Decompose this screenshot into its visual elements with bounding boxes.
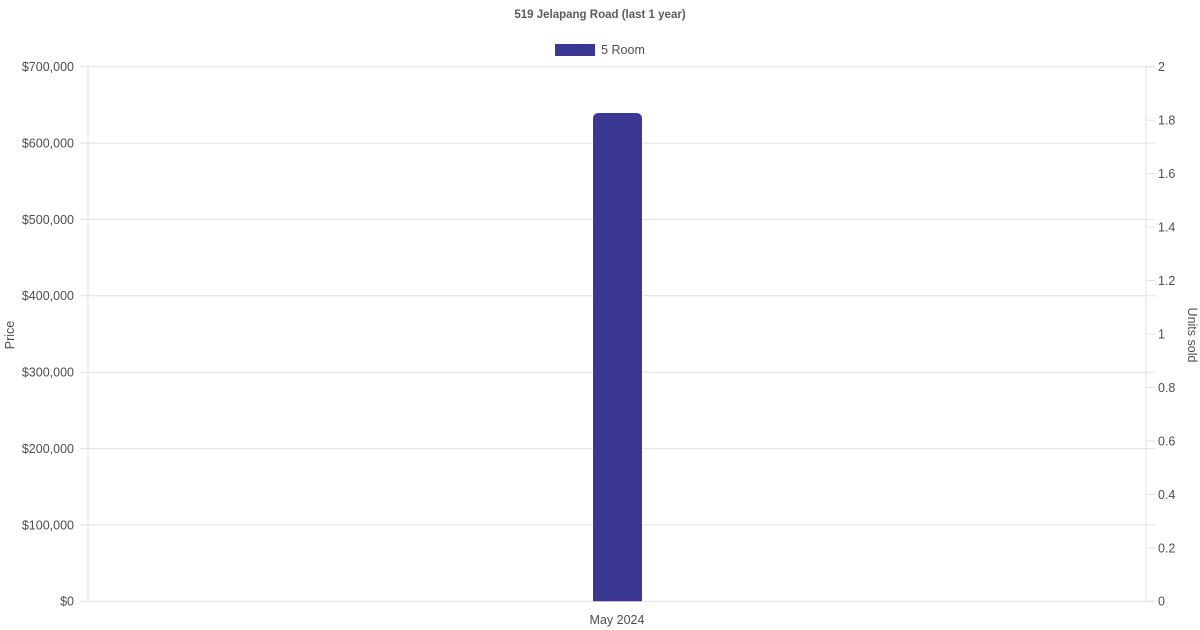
svg-text:May 2024: May 2024 [590,613,645,627]
svg-text:1.6: 1.6 [1158,167,1175,181]
svg-text:$300,000: $300,000 [22,366,74,380]
svg-text:Units sold: Units sold [1185,308,1199,363]
svg-text:$200,000: $200,000 [22,442,74,456]
svg-text:0: 0 [1158,595,1165,609]
svg-text:1: 1 [1158,328,1165,342]
svg-text:Price: Price [3,321,17,350]
svg-text:$100,000: $100,000 [22,518,74,532]
svg-text:2: 2 [1158,60,1165,74]
svg-text:$500,000: $500,000 [22,213,74,227]
svg-text:0.4: 0.4 [1158,488,1175,502]
svg-text:$400,000: $400,000 [22,289,74,303]
svg-text:0.6: 0.6 [1158,434,1175,448]
svg-text:0.8: 0.8 [1158,381,1175,395]
svg-text:$700,000: $700,000 [22,60,74,74]
svg-text:1.2: 1.2 [1158,274,1175,288]
svg-text:1.8: 1.8 [1158,114,1175,128]
svg-text:$600,000: $600,000 [22,137,74,151]
svg-text:1.4: 1.4 [1158,221,1175,235]
svg-text:0.2: 0.2 [1158,541,1175,555]
svg-text:$0: $0 [60,595,74,609]
